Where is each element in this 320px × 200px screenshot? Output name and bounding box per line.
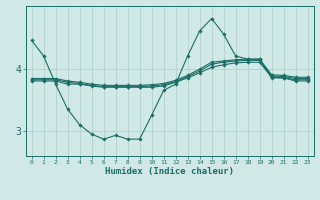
X-axis label: Humidex (Indice chaleur): Humidex (Indice chaleur)	[105, 167, 234, 176]
